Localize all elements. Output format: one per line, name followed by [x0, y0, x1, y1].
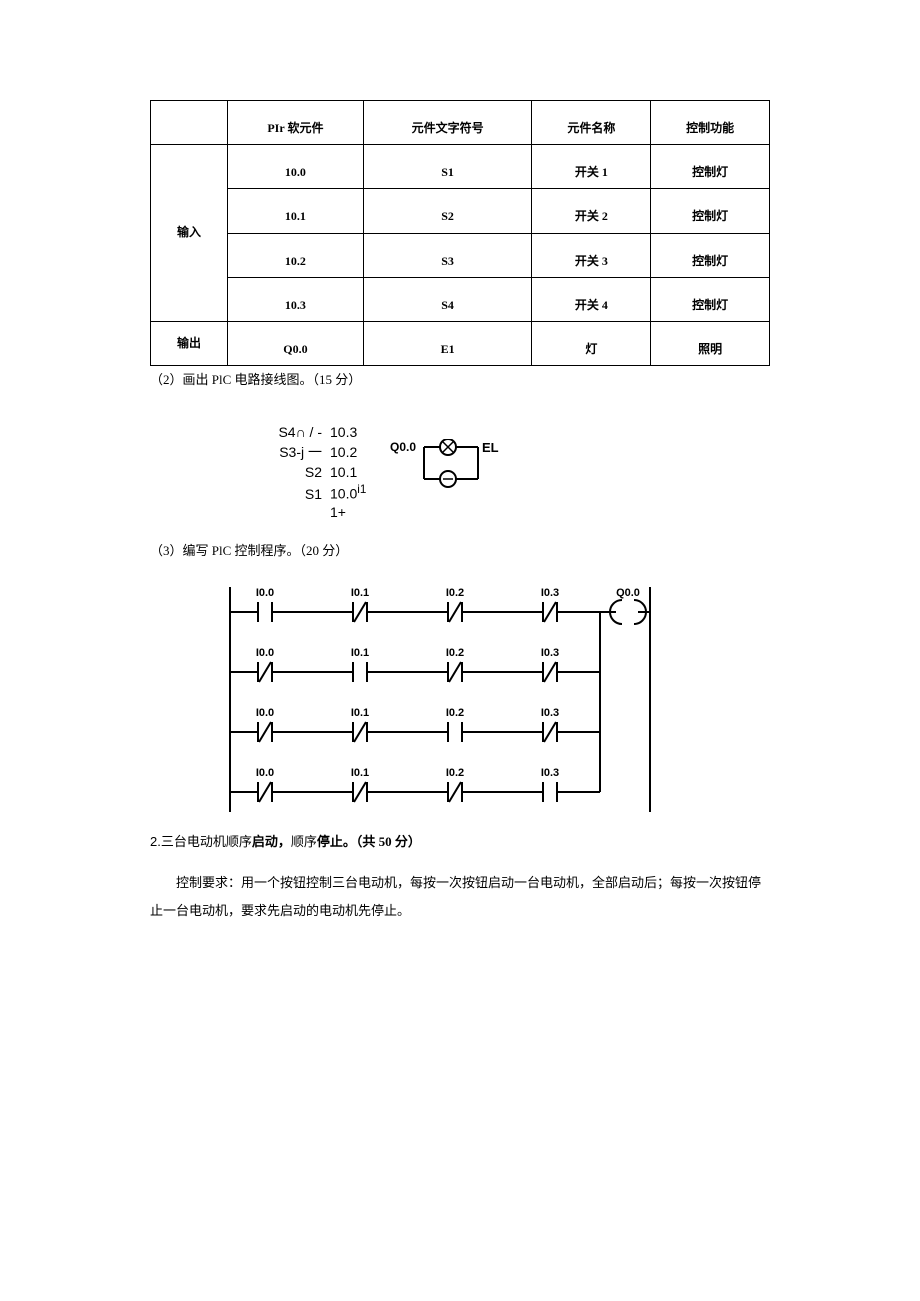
- wiring-q-label: Q0.0: [390, 440, 416, 454]
- svg-text:I0.3: I0.3: [541, 587, 559, 599]
- cell-name: 开关 3: [532, 233, 651, 277]
- wiring-label-s2: S2: [260, 461, 330, 483]
- ladder-diagram: I0.0 I0.1 I0.2 I0.3 I0.0 I0.1 I0.2 I0.3 I0.0 I0.1…: [210, 572, 770, 822]
- header-soft: PIr 软元件: [228, 101, 364, 145]
- problem-2-body: 控制要求：用一个按钮控制三台电动机，每按一次按钮启动一台电动机，全部启动后；每按…: [150, 869, 770, 926]
- table-row: 10.3 S4 开关 4 控制灯: [151, 277, 770, 321]
- cell-name: 灯: [532, 321, 651, 365]
- cell-func: 照明: [651, 321, 770, 365]
- cell-soft: 10.2: [228, 233, 364, 277]
- svg-text:I0.3: I0.3: [541, 647, 559, 659]
- table-row: 10.2 S3 开关 3 控制灯: [151, 233, 770, 277]
- svg-text:I0.2: I0.2: [446, 767, 464, 779]
- header-func: 控制功能: [651, 101, 770, 145]
- output-group-label: 输出: [151, 321, 228, 365]
- svg-text:I0.1: I0.1: [351, 587, 369, 599]
- svg-text:I0.0: I0.0: [256, 587, 274, 599]
- svg-text:I0.1: I0.1: [351, 647, 369, 659]
- table-row: 输出 Q0.0 E1 灯 照明: [151, 321, 770, 365]
- svg-text:I0.1: I0.1: [351, 767, 369, 779]
- input-group-label: 输入: [151, 145, 228, 322]
- svg-text:I0.3: I0.3: [541, 767, 559, 779]
- svg-text:I0.1: I0.1: [351, 707, 369, 719]
- svg-text:I0.2: I0.2: [446, 647, 464, 659]
- question-2-caption: （2）画出 PlC 电路接线图。（15 分）: [150, 370, 770, 391]
- svg-text:I0.0: I0.0: [256, 767, 274, 779]
- cell-sym: S1: [363, 145, 532, 189]
- cell-sym: S3: [363, 233, 532, 277]
- cell-func: 控制灯: [651, 233, 770, 277]
- cell-func: 控制灯: [651, 189, 770, 233]
- cell-name: 开关 1: [532, 145, 651, 189]
- wiring-label-s1: S1: [260, 483, 330, 505]
- wiring-el-label: EL: [482, 440, 499, 455]
- cell-func: 控制灯: [651, 277, 770, 321]
- wiring-output-circuit: Q0.0 EL: [390, 439, 530, 499]
- header-sym: 元件文字符号: [363, 101, 532, 145]
- io-allocation-table: PIr 软元件 元件文字符号 元件名称 控制功能 输入 10.0 S1 开关 1…: [150, 100, 770, 366]
- cell-sym: S4: [363, 277, 532, 321]
- question-3-caption: （3）编写 PlC 控制程序。（20 分）: [150, 541, 770, 562]
- svg-text:I0.2: I0.2: [446, 587, 464, 599]
- cell-soft: Q0.0: [228, 321, 364, 365]
- header-empty: [151, 101, 228, 145]
- table-header-row: PIr 软元件 元件文字符号 元件名称 控制功能: [151, 101, 770, 145]
- svg-text:Q0.0: Q0.0: [616, 587, 640, 599]
- wiring-1plus: 1+: [330, 501, 380, 523]
- svg-text:I0.2: I0.2: [446, 707, 464, 719]
- table-row: 输入 10.0 S1 开关 1 控制灯: [151, 145, 770, 189]
- cell-soft: 10.0: [228, 145, 364, 189]
- cell-sym: E1: [363, 321, 532, 365]
- cell-soft: 10.1: [228, 189, 364, 233]
- problem-2-title: 2.三台电动机顺序启动，顺序停止。（共 50 分）: [150, 832, 770, 853]
- svg-text:I0.3: I0.3: [541, 707, 559, 719]
- cell-name: 开关 4: [532, 277, 651, 321]
- ladder-svg: I0.0 I0.1 I0.2 I0.3 I0.0 I0.1 I0.2 I0.3 I0.0 I0.1…: [210, 572, 670, 822]
- cell-name: 开关 2: [532, 189, 651, 233]
- svg-text:I0.0: I0.0: [256, 647, 274, 659]
- cell-func: 控制灯: [651, 145, 770, 189]
- wiring-diagram: S4∩ / - 10.3 S3-j 一 10.2 S2 10.1 S1 10.0…: [260, 421, 770, 531]
- cell-sym: S2: [363, 189, 532, 233]
- svg-text:I0.0: I0.0: [256, 707, 274, 719]
- header-name: 元件名称: [532, 101, 651, 145]
- table-row: 10.1 S2 开关 2 控制灯: [151, 189, 770, 233]
- cell-soft: 10.3: [228, 277, 364, 321]
